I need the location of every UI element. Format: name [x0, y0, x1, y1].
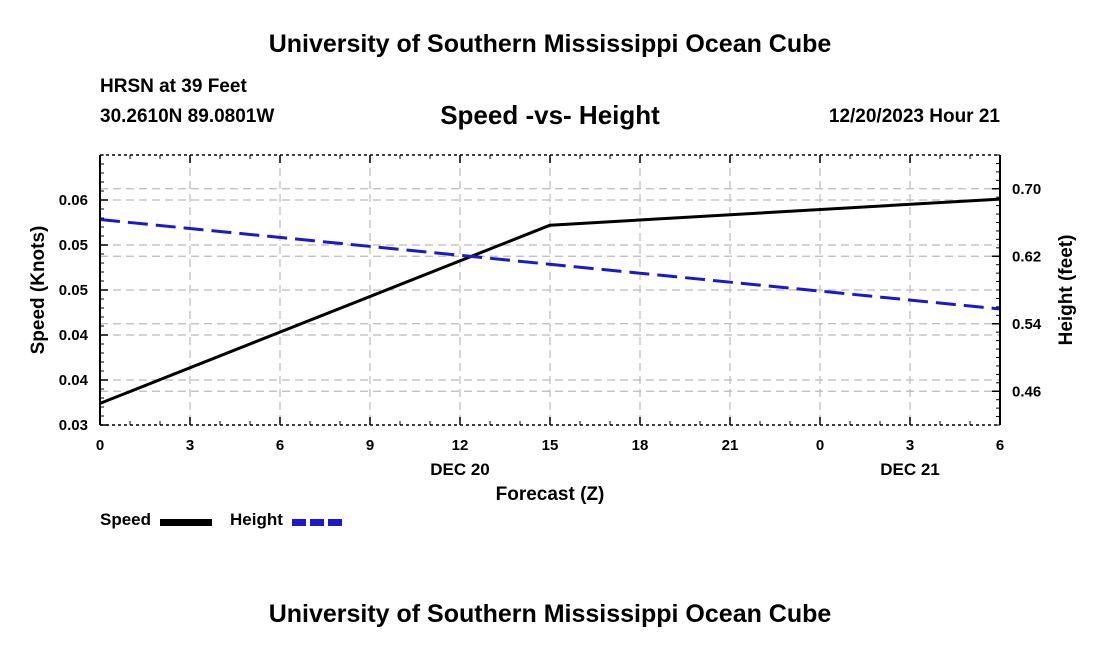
x-tick-label: 12: [452, 437, 469, 454]
x-tick-label: 6: [276, 437, 284, 454]
legend-speed-label: Speed: [100, 510, 152, 529]
x-tick-label: 3: [186, 437, 194, 454]
chart-subtitle: Speed -vs- Height: [440, 100, 660, 130]
x-date-label: DEC 20: [430, 460, 490, 479]
x-tick-label: 21: [722, 437, 739, 454]
x-tick-label: 0: [96, 437, 104, 454]
x-axis-label: Forecast (Z): [496, 484, 605, 505]
speed-series-line: [99, 197, 1001, 405]
series-layer: [99, 197, 1001, 405]
y-left-tick-label: 0.05: [59, 237, 88, 254]
footer-title: University of Southern Mississippi Ocean…: [268, 600, 832, 628]
legend-height-swatch: [292, 519, 342, 526]
speed-height-chart: 0 3 6 9 12 15 18 21 0 3 6 DEC 20 DEC 21 0.03 0.04 0.04 0…: [28, 154, 1077, 505]
x-tick-label: 9: [366, 437, 374, 454]
grid-layer: [100, 155, 1000, 425]
y-right-tick-label: 0.54: [1012, 316, 1042, 333]
y-left-tick-label: 0.03: [59, 417, 88, 434]
y-right-tick-label: 0.46: [1012, 383, 1041, 400]
y-left-tick-label: 0.04: [59, 372, 89, 389]
axis-layer: 0 3 6 9 12 15 18 21 0 3 6 DEC 20 DEC 21 0.03 0.04 0.04 0…: [59, 154, 1042, 479]
station-coords: 30.2610N 89.0801W: [100, 106, 275, 127]
y-left-tick-label: 0.04: [59, 327, 89, 344]
legend-height-label: Height: [230, 510, 283, 529]
station-name: HRSN at 39 Feet: [100, 76, 247, 97]
y-right-tick-label: 0.70: [1012, 181, 1041, 198]
x-tick-label: 0: [816, 437, 824, 454]
x-date-label: DEC 21: [880, 460, 940, 479]
y-left-tick-label: 0.06: [59, 192, 88, 209]
forecast-datetime: 12/20/2023 Hour 21: [828, 106, 1000, 127]
x-tick-label: 18: [632, 437, 649, 454]
y-axis-label-left: Speed (Knots): [28, 226, 49, 355]
page-title: University of Southern Mississippi Ocean…: [268, 30, 832, 58]
x-tick-label: 15: [542, 437, 559, 454]
legend-speed-swatch: [160, 519, 212, 526]
y-axis-label-right: Height (feet): [1056, 235, 1077, 346]
x-tick-label: 3: [906, 437, 914, 454]
x-tick-label: 6: [996, 437, 1004, 454]
y-right-tick-label: 0.62: [1012, 248, 1041, 265]
y-left-tick-label: 0.05: [59, 282, 88, 299]
height-series-line: [99, 218, 1001, 311]
